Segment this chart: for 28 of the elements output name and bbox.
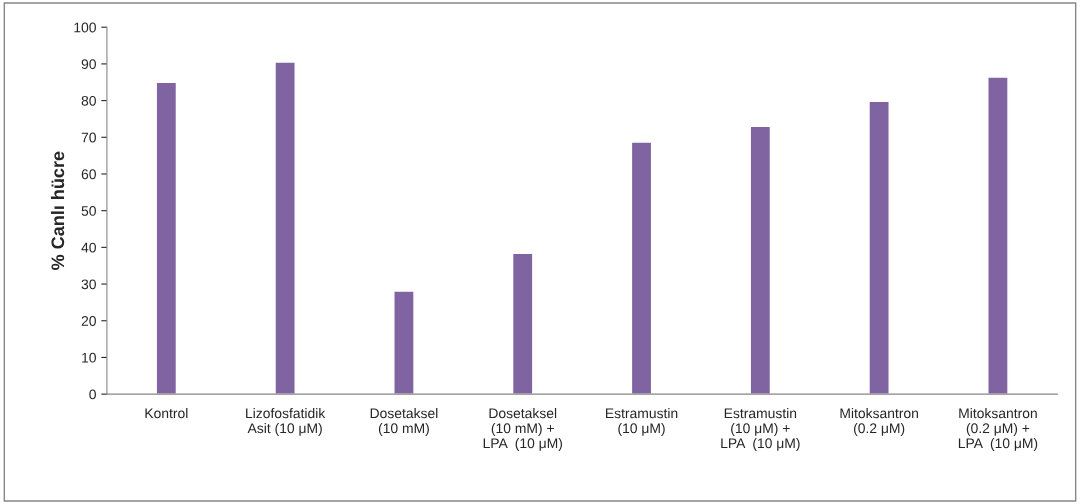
y-tick-label: 40 [81,242,96,253]
y-tick-label: 20 [81,316,96,326]
bar [274,61,296,395]
y-tick-label: 70 [81,132,96,143]
y-tick-label: 100 [74,22,96,33]
bar [749,125,772,395]
x-tick-label: Kontrol [145,408,188,419]
bar [868,100,890,395]
bar [987,76,1009,395]
y-tick-label: 50 [81,206,96,216]
bar [393,290,415,395]
x-tick-label: Mitoksantron (0.2 μM) [840,408,918,436]
x-tick-label: Dosetaksel (10 mM) + LPA (10 μM) [483,408,563,451]
x-tick-label: Dosetaksel (10 mM) [370,408,438,436]
bar [155,81,178,395]
y-tick-label: 0 [89,389,96,400]
y-tick-label: 90 [81,59,96,70]
x-tick-label: Lizofosfatidik Asit (10 μM) [246,408,326,436]
bar [630,141,653,395]
y-axis-title: % Canlı hücre [50,151,65,270]
bar [511,252,534,395]
y-tick-label: 30 [81,279,96,290]
x-tick-label: Mitoksantron (0.2 μM) + LPA (10 μM) [958,408,1038,451]
y-tick-label: 80 [81,95,96,106]
y-tick-label: 60 [81,169,96,180]
x-tick-label: Estramustin (10 μM) [606,408,678,436]
y-tick-label: 10 [82,352,96,363]
x-tick-label: Estramustin (10 μM) + LPA (10 μM) [721,408,800,451]
